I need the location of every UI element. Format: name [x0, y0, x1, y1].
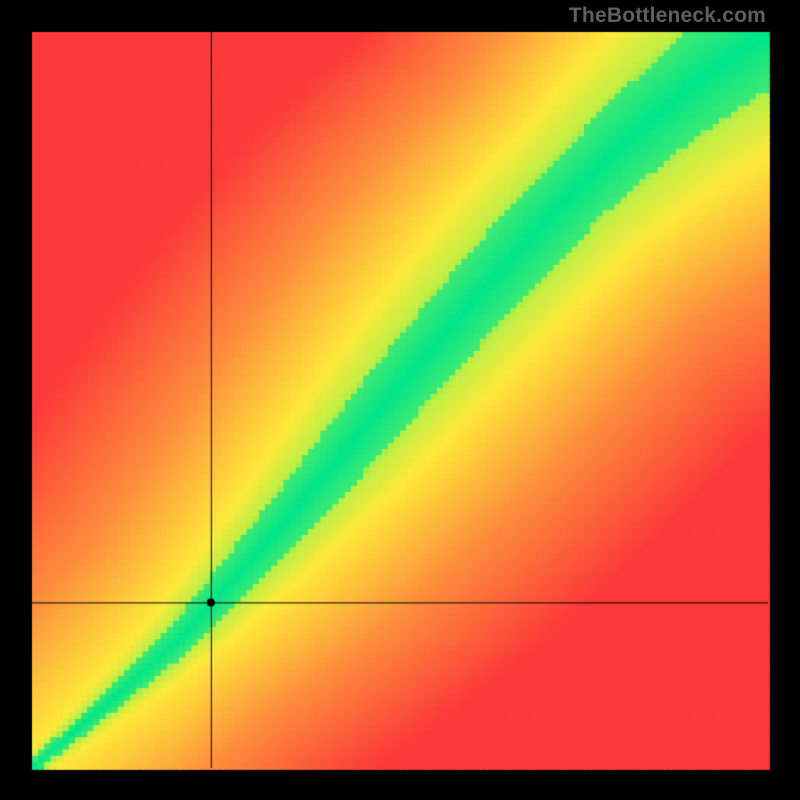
watermark-text: TheBottleneck.com: [569, 4, 766, 28]
bottleneck-heatmap: [0, 0, 800, 800]
